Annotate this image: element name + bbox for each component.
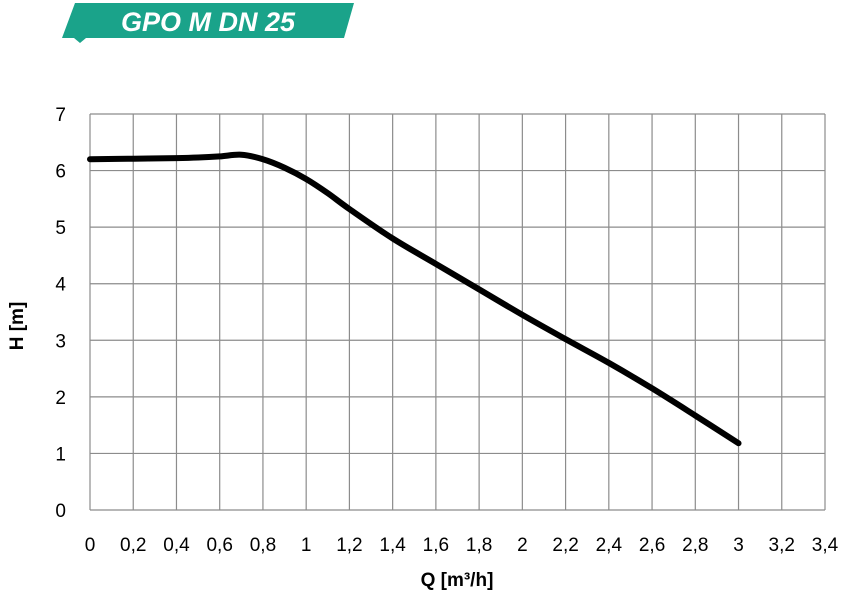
series-line [87, 151, 742, 447]
x-axis-label: Q [m³/h] [421, 570, 494, 591]
grid [89, 113, 826, 511]
x-tick-label: 1,8 [466, 535, 492, 556]
x-tick-label: 0,8 [250, 535, 276, 556]
y-tick-label: 3 [55, 331, 66, 352]
x-tick-label: 0 [85, 535, 96, 556]
x-tick-label: 0,4 [163, 535, 190, 556]
y-tick-label: 7 [55, 105, 66, 126]
y-tick-label: 6 [55, 162, 66, 183]
x-tick-label: 3 [733, 535, 744, 556]
x-tick-label: 2,8 [682, 535, 708, 556]
y-tick-label: 5 [55, 218, 66, 239]
title-banner: GPO M DN 25 [62, 3, 354, 43]
x-tick-label: 1,2 [336, 535, 362, 556]
x-tick-label: 1,6 [423, 535, 449, 556]
title-banner-shape [62, 3, 354, 43]
x-tick-label: 3,4 [812, 535, 839, 556]
x-tick-label: 2,2 [552, 535, 578, 556]
x-tick-label: 1,4 [379, 535, 406, 556]
x-tick-label: 2,4 [596, 535, 623, 556]
x-tick-label: 1 [301, 535, 312, 556]
x-tick-label: 0,6 [206, 535, 232, 556]
series-layer [87, 151, 742, 447]
y-axis-label: H [m] [7, 302, 28, 351]
x-tick-label: 3,2 [769, 535, 795, 556]
chart-title: GPO M DN 25 [121, 7, 296, 37]
x-tick-label: 2 [517, 535, 528, 556]
y-tick-label: 2 [55, 388, 66, 409]
y-tick-label: 4 [55, 275, 66, 296]
y-tick-labels: 0 1 2 3 4 5 6 7 [55, 105, 66, 522]
x-tick-label: 2,6 [639, 535, 665, 556]
y-tick-label: 1 [55, 444, 66, 465]
x-tick-label: 0,2 [120, 535, 146, 556]
y-tick-label: 0 [55, 501, 66, 522]
x-tick-labels: 0 0,2 0,4 0,6 0,8 1 1,2 1,4 1,6 1,8 2 2,2 2,4 2,6 2,8 3… [85, 535, 839, 556]
